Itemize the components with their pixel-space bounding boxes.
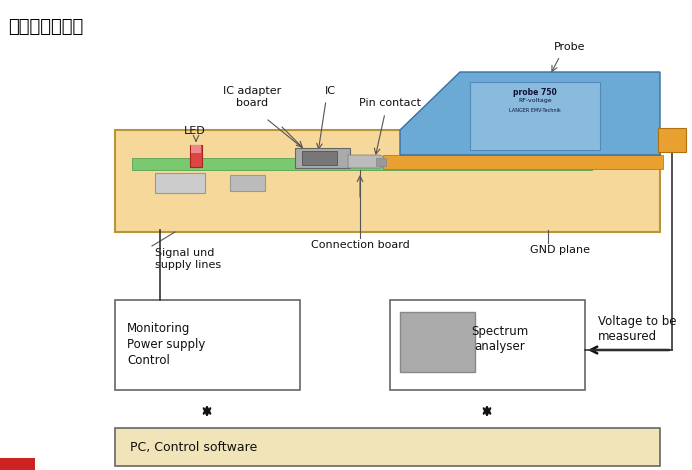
Bar bbox=[400, 312, 475, 372]
Bar bbox=[190, 145, 202, 167]
Text: PC, Control software: PC, Control software bbox=[130, 440, 257, 454]
Text: Connection board: Connection board bbox=[311, 240, 410, 250]
Text: Monitoring: Monitoring bbox=[127, 322, 190, 335]
Text: Spectrum
analyser: Spectrum analyser bbox=[471, 325, 529, 353]
Text: Power supply: Power supply bbox=[127, 338, 206, 351]
Text: Signal und
supply lines: Signal und supply lines bbox=[155, 248, 221, 270]
Bar bbox=[376, 158, 386, 166]
Text: IC: IC bbox=[325, 86, 336, 96]
Text: LED: LED bbox=[184, 126, 206, 136]
Bar bbox=[132, 158, 592, 170]
Bar bbox=[115, 130, 660, 232]
Bar bbox=[302, 151, 337, 165]
Text: probe 750: probe 750 bbox=[513, 88, 557, 97]
Polygon shape bbox=[400, 72, 660, 155]
Text: Probe: Probe bbox=[554, 42, 585, 52]
Text: IC adapter
board: IC adapter board bbox=[223, 86, 281, 108]
Bar bbox=[115, 300, 300, 390]
Bar bbox=[115, 428, 660, 466]
Text: Pin contact: Pin contact bbox=[359, 98, 421, 108]
Text: LANGER EMV-Technik: LANGER EMV-Technik bbox=[509, 108, 561, 113]
Bar bbox=[155, 173, 205, 193]
Bar bbox=[191, 145, 201, 153]
Bar bbox=[230, 175, 265, 191]
Text: Control: Control bbox=[127, 354, 170, 367]
Bar bbox=[0, 458, 35, 470]
Polygon shape bbox=[348, 155, 385, 168]
Text: RF-voltage: RF-voltage bbox=[518, 98, 552, 103]
Text: 测试框图如下：: 测试框图如下： bbox=[8, 18, 83, 36]
Bar bbox=[658, 128, 686, 152]
Bar bbox=[295, 148, 350, 168]
Bar bbox=[383, 155, 663, 169]
Text: GND plane: GND plane bbox=[530, 245, 590, 255]
Bar bbox=[390, 300, 585, 390]
Text: Voltage to be
measured: Voltage to be measured bbox=[598, 315, 677, 343]
Bar bbox=[470, 82, 600, 150]
